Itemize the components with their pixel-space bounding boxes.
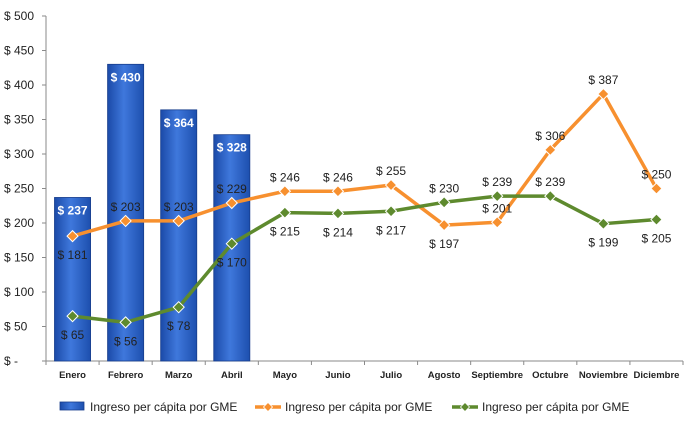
line-point-marker [331,207,345,220]
legend-label: Ingreso per cápita por GME [482,400,629,414]
line-point-marker [172,300,185,314]
bar-data-label: $ 430 [111,70,141,84]
legend-label: Ingreso per cápita por GME [90,400,237,414]
line-point-marker [119,316,132,329]
line-data-label: $ 217 [376,223,406,237]
line-data-label: $ 205 [641,232,671,246]
line-point-marker [225,196,238,210]
line-point-marker [225,237,238,250]
line-data-label: $ 181 [58,248,88,262]
line-point-marker [384,178,398,192]
line-data-label: $ 56 [114,334,138,348]
data-labels: $ 237 $ 430 $ 364 $ 328 $ 181 $ 203 $ 203 $ 229… [58,70,672,348]
line-data-label: $ 239 [482,175,512,189]
line-data-label: $ 246 [270,170,300,184]
line-point-marker [650,182,663,195]
y-tick-label: $ 100 [4,285,34,299]
line-data-label: $ 255 [376,164,406,178]
x-tick-label: Julio [380,370,402,381]
line-data-label: $ 197 [429,237,459,251]
bar-data-label: $ 328 [217,141,247,155]
line-data-label: $ 387 [588,73,618,87]
line-data-label: $ 201 [482,201,512,215]
y-tick-label: $ 350 [4,113,34,127]
y-tick-label: $ 50 [4,320,28,334]
x-tick-label: Septiembre [471,370,523,381]
y-tick-label: $ 450 [4,44,34,58]
line-point-marker [278,206,292,219]
line-data-label: $ 78 [167,319,191,333]
line-point-marker [544,143,557,157]
line-point-marker [597,217,610,230]
x-tick-label: Agosto [428,370,461,381]
bar [107,63,145,362]
legend-item: Ingreso per cápita por GME [255,400,432,414]
x-tick-label: Noviembre [579,370,628,381]
legend-swatch-bar [59,401,85,411]
bar-data-label: $ 364 [164,116,194,130]
line-point-marker [491,189,504,203]
legend-swatch-marker [459,401,471,413]
line-point-marker [119,214,132,228]
line-point-marker [66,229,79,243]
series-line [70,92,659,238]
line-point-marker [172,214,185,228]
line-point-marker [66,309,79,323]
line-point-marker [650,213,663,226]
legend: Ingreso per cápita por GME Ingreso per cá… [59,400,629,414]
line-data-label: $ 65 [61,328,85,342]
line-point-marker [597,87,610,101]
line-data-label: $ 214 [323,225,353,239]
legend-item: Ingreso per cápita por GME [59,400,237,414]
x-tick-label: Junio [325,370,351,381]
line-data-label: $ 250 [641,168,671,182]
y-tick-label: $ 400 [4,78,34,92]
legend-label: Ingreso per cápita por GME [285,400,432,414]
x-tick-label: Marzo [165,370,193,381]
line-data-label: $ 170 [217,256,247,270]
line-point-marker [278,185,292,198]
y-tick-label: $ - [4,354,18,368]
line-data-label: $ 306 [535,129,565,143]
y-tick-label: $ 500 [4,9,34,23]
series-line [70,194,659,325]
y-tick-label: $ 200 [4,216,34,230]
line-data-label: $ 230 [429,181,459,195]
x-tick-label: Mayo [273,370,297,381]
y-tick-label: $ 300 [4,147,34,161]
axes: $ - $ 50 $ 100 $ 150 $ 200 $ 250 $ 300 $ 350 $ 4… [4,9,684,381]
line-point-marker [437,196,451,209]
line-point-marker [437,218,451,232]
line-point-marker [384,205,398,218]
bar-data-label: $ 237 [58,203,88,217]
x-tick-label: Febrero [108,370,144,381]
line-data-label: $ 239 [535,175,565,189]
line-point-marker [491,216,504,229]
x-tick-label: Diciembre [633,370,679,381]
line-data-label: $ 199 [588,236,618,250]
x-tick-label: Abril [221,370,243,381]
bar [160,109,198,362]
legend-swatch-marker [262,401,274,413]
line-data-label: $ 215 [270,225,300,239]
line-series [66,87,663,329]
line-point-marker [331,185,345,198]
bar [54,197,91,362]
line-data-label: $ 203 [164,200,194,214]
bar-series [54,63,251,362]
y-tick-label: $ 150 [4,251,34,265]
line-data-label: $ 229 [217,182,247,196]
x-tick-label: Octubre [532,370,568,381]
line-data-label: $ 246 [323,170,353,184]
line-point-marker [544,189,557,203]
legend-item: Ingreso per cápita por GME [452,400,629,414]
y-tick-label: $ 250 [4,182,34,196]
line-data-label: $ 203 [111,200,141,214]
x-tick-label: Enero [59,370,86,381]
